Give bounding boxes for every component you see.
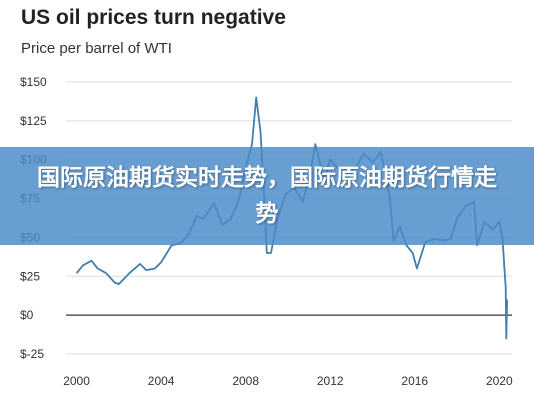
y-tick-label: $0 (20, 308, 34, 322)
x-tick-label: 2000 (63, 374, 90, 388)
y-tick-label: $25 (20, 269, 40, 283)
chart-subtitle: Price per barrel of WTI (21, 40, 172, 57)
x-tick-label: 2016 (401, 374, 428, 388)
y-tick-label: $150 (20, 75, 47, 89)
y-tick-label: $-25 (20, 347, 44, 361)
title-banner: 国际原油期货实时走势，国际原油期货行情走势 (0, 147, 534, 245)
x-tick-label: 2004 (148, 374, 175, 388)
y-tick-label: $125 (20, 114, 47, 128)
banner-text: 国际原油期货实时走势，国际原油期货行情走势 (37, 165, 497, 227)
chart-title: US oil prices turn negative (21, 6, 286, 29)
x-tick-label: 2012 (317, 374, 344, 388)
x-tick-label: 2020 (486, 374, 513, 388)
x-tick-label: 2008 (232, 374, 259, 388)
